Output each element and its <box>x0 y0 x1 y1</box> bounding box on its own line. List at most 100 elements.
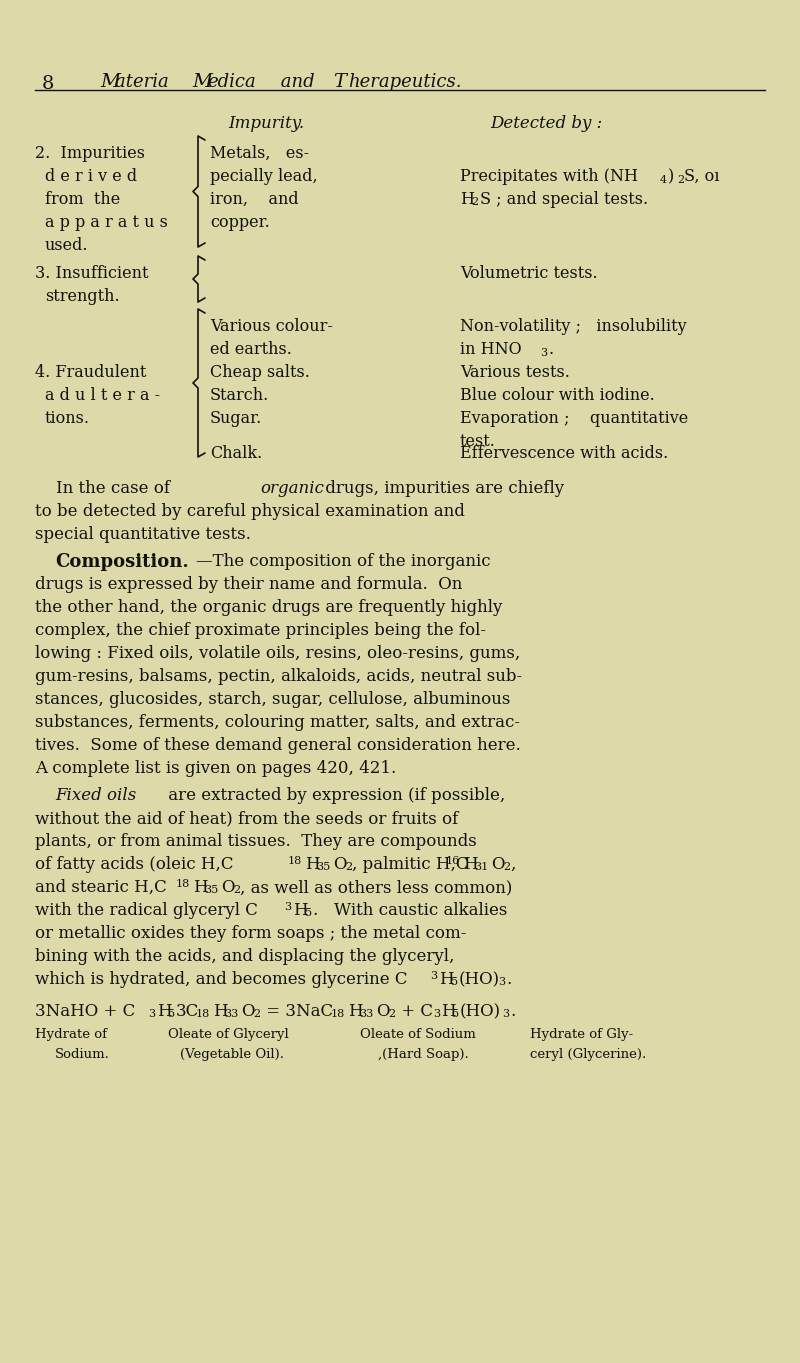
Text: with the radical glyceryl C: with the radical glyceryl C <box>35 902 258 919</box>
Text: 2: 2 <box>233 885 240 895</box>
Text: In the case of: In the case of <box>35 480 175 497</box>
Text: ,: , <box>510 856 515 872</box>
Text: O: O <box>376 1003 390 1020</box>
Text: Hydrate of Gly-: Hydrate of Gly- <box>530 1028 634 1041</box>
Text: 18: 18 <box>196 1009 210 1020</box>
Text: Oleate of Glyceryl: Oleate of Glyceryl <box>168 1028 289 1041</box>
Text: O: O <box>221 879 234 895</box>
Text: ): ) <box>668 168 674 185</box>
Text: plants, or from animal tissues.  They are compounds: plants, or from animal tissues. They are… <box>35 833 477 851</box>
Text: complex, the chief proximate principles being the fol-: complex, the chief proximate principles … <box>35 622 486 639</box>
Text: H: H <box>305 856 320 872</box>
Text: a p p a r a t u s: a p p a r a t u s <box>45 214 168 230</box>
Text: H: H <box>460 191 474 209</box>
Text: 4. Fraudulent: 4. Fraudulent <box>35 364 146 382</box>
Text: copper.: copper. <box>210 214 270 230</box>
Text: Volumetric tests.: Volumetric tests. <box>460 264 598 282</box>
Text: stances, glucosides, starch, sugar, cellulose, albuminous: stances, glucosides, starch, sugar, cell… <box>35 691 510 707</box>
Text: H: H <box>463 856 478 872</box>
Text: , palmitic H,C: , palmitic H,C <box>352 856 469 872</box>
Text: Chalk.: Chalk. <box>210 444 262 462</box>
Text: (HO): (HO) <box>460 1003 501 1020</box>
Text: O: O <box>333 856 346 872</box>
Text: Starch.: Starch. <box>210 387 270 403</box>
Text: d e r i v e d: d e r i v e d <box>45 168 137 185</box>
Text: iron,    and: iron, and <box>210 191 298 209</box>
Text: = 3NaC: = 3NaC <box>261 1003 333 1020</box>
Text: ,(Hard Soap).: ,(Hard Soap). <box>378 1048 469 1060</box>
Text: Composition.: Composition. <box>55 553 189 571</box>
Text: 18: 18 <box>331 1009 346 1020</box>
Text: of fatty acids (oleic H,C: of fatty acids (oleic H,C <box>35 856 234 872</box>
Text: organic: organic <box>260 480 324 497</box>
Text: 4: 4 <box>660 174 667 185</box>
Text: H: H <box>157 1003 172 1020</box>
Text: H: H <box>213 1003 228 1020</box>
Text: , as well as others less common): , as well as others less common) <box>240 879 512 895</box>
Text: O: O <box>241 1003 254 1020</box>
Text: to be detected by careful physical examination and: to be detected by careful physical exami… <box>35 503 465 521</box>
Text: drugs, impurities are chiefly: drugs, impurities are chiefly <box>320 480 564 497</box>
Text: 2: 2 <box>677 174 684 185</box>
Text: or metallic oxides they form soaps ; the metal com-: or metallic oxides they form soaps ; the… <box>35 925 466 942</box>
Text: special quantitative tests.: special quantitative tests. <box>35 526 251 542</box>
Text: T: T <box>333 74 346 91</box>
Text: 8: 8 <box>42 75 54 93</box>
Text: 3: 3 <box>498 977 505 987</box>
Text: —The composition of the inorganic: —The composition of the inorganic <box>196 553 490 570</box>
Text: + C: + C <box>396 1003 433 1020</box>
Text: used.: used. <box>45 237 89 254</box>
Text: .   With caustic alkalies: . With caustic alkalies <box>313 902 507 919</box>
Text: without the aid of heat) from the seeds or fruits of: without the aid of heat) from the seeds … <box>35 810 458 827</box>
Text: Metals,   es-: Metals, es- <box>210 144 309 162</box>
Text: 3: 3 <box>502 1009 509 1020</box>
Text: 3: 3 <box>284 902 291 912</box>
Text: drugs is expressed by their name and formula.  On: drugs is expressed by their name and for… <box>35 577 462 593</box>
Text: and stearic H,C: and stearic H,C <box>35 879 166 895</box>
Text: 18: 18 <box>288 856 302 866</box>
Text: Cheap salts.: Cheap salts. <box>210 364 310 382</box>
Text: (Vegetable Oil).: (Vegetable Oil). <box>180 1048 284 1060</box>
Text: 2: 2 <box>388 1009 395 1020</box>
Text: gum-resins, balsams, pectin, alkaloids, acids, neutral sub-: gum-resins, balsams, pectin, alkaloids, … <box>35 668 522 686</box>
Text: herapeutics.: herapeutics. <box>348 74 462 91</box>
Text: 16: 16 <box>446 856 460 866</box>
Text: 2: 2 <box>471 198 478 207</box>
Text: ceryl (Glycerine).: ceryl (Glycerine). <box>530 1048 646 1060</box>
Text: tives.  Some of these demand general consideration here.: tives. Some of these demand general cons… <box>35 737 521 754</box>
Text: 3: 3 <box>148 1009 155 1020</box>
Text: Various colour-: Various colour- <box>210 318 333 335</box>
Text: strength.: strength. <box>45 288 120 305</box>
Text: 2: 2 <box>503 861 510 872</box>
Text: Precipitates with (NH: Precipitates with (NH <box>460 168 638 185</box>
Text: Evaporation ;    quantitative: Evaporation ; quantitative <box>460 410 688 427</box>
Text: Blue colour with iodine.: Blue colour with iodine. <box>460 387 654 403</box>
Text: 3C: 3C <box>176 1003 199 1020</box>
Text: which is hydrated, and becomes glycerine C: which is hydrated, and becomes glycerine… <box>35 970 407 988</box>
Text: (HO): (HO) <box>459 970 500 988</box>
Text: 18: 18 <box>176 879 190 889</box>
Text: ed earths.: ed earths. <box>210 341 292 358</box>
Text: .: . <box>510 1003 515 1020</box>
Text: 3: 3 <box>540 348 547 358</box>
Text: Hydrate of: Hydrate of <box>35 1028 107 1041</box>
Text: are extracted by expression (if possible,: are extracted by expression (if possible… <box>163 786 506 804</box>
Text: O: O <box>491 856 505 872</box>
Text: the other hand, the organic drugs are frequently highly: the other hand, the organic drugs are fr… <box>35 598 502 616</box>
Text: Fixed oils: Fixed oils <box>55 786 136 804</box>
Text: 33: 33 <box>359 1009 374 1020</box>
Text: 3: 3 <box>433 1009 440 1020</box>
Text: 5: 5 <box>451 977 458 987</box>
Text: Detected by :: Detected by : <box>490 114 602 132</box>
Text: 3NaHO + C: 3NaHO + C <box>35 1003 135 1020</box>
Text: H: H <box>193 879 208 895</box>
Text: 33: 33 <box>224 1009 238 1020</box>
Text: pecially lead,: pecially lead, <box>210 168 318 185</box>
Text: 35: 35 <box>204 885 218 895</box>
Text: .: . <box>548 341 553 358</box>
Text: test.: test. <box>460 433 496 450</box>
Text: 5: 5 <box>305 908 312 919</box>
Text: from  the: from the <box>45 191 120 209</box>
Text: 31: 31 <box>474 861 488 872</box>
Text: Oleate of Sodium: Oleate of Sodium <box>360 1028 476 1041</box>
